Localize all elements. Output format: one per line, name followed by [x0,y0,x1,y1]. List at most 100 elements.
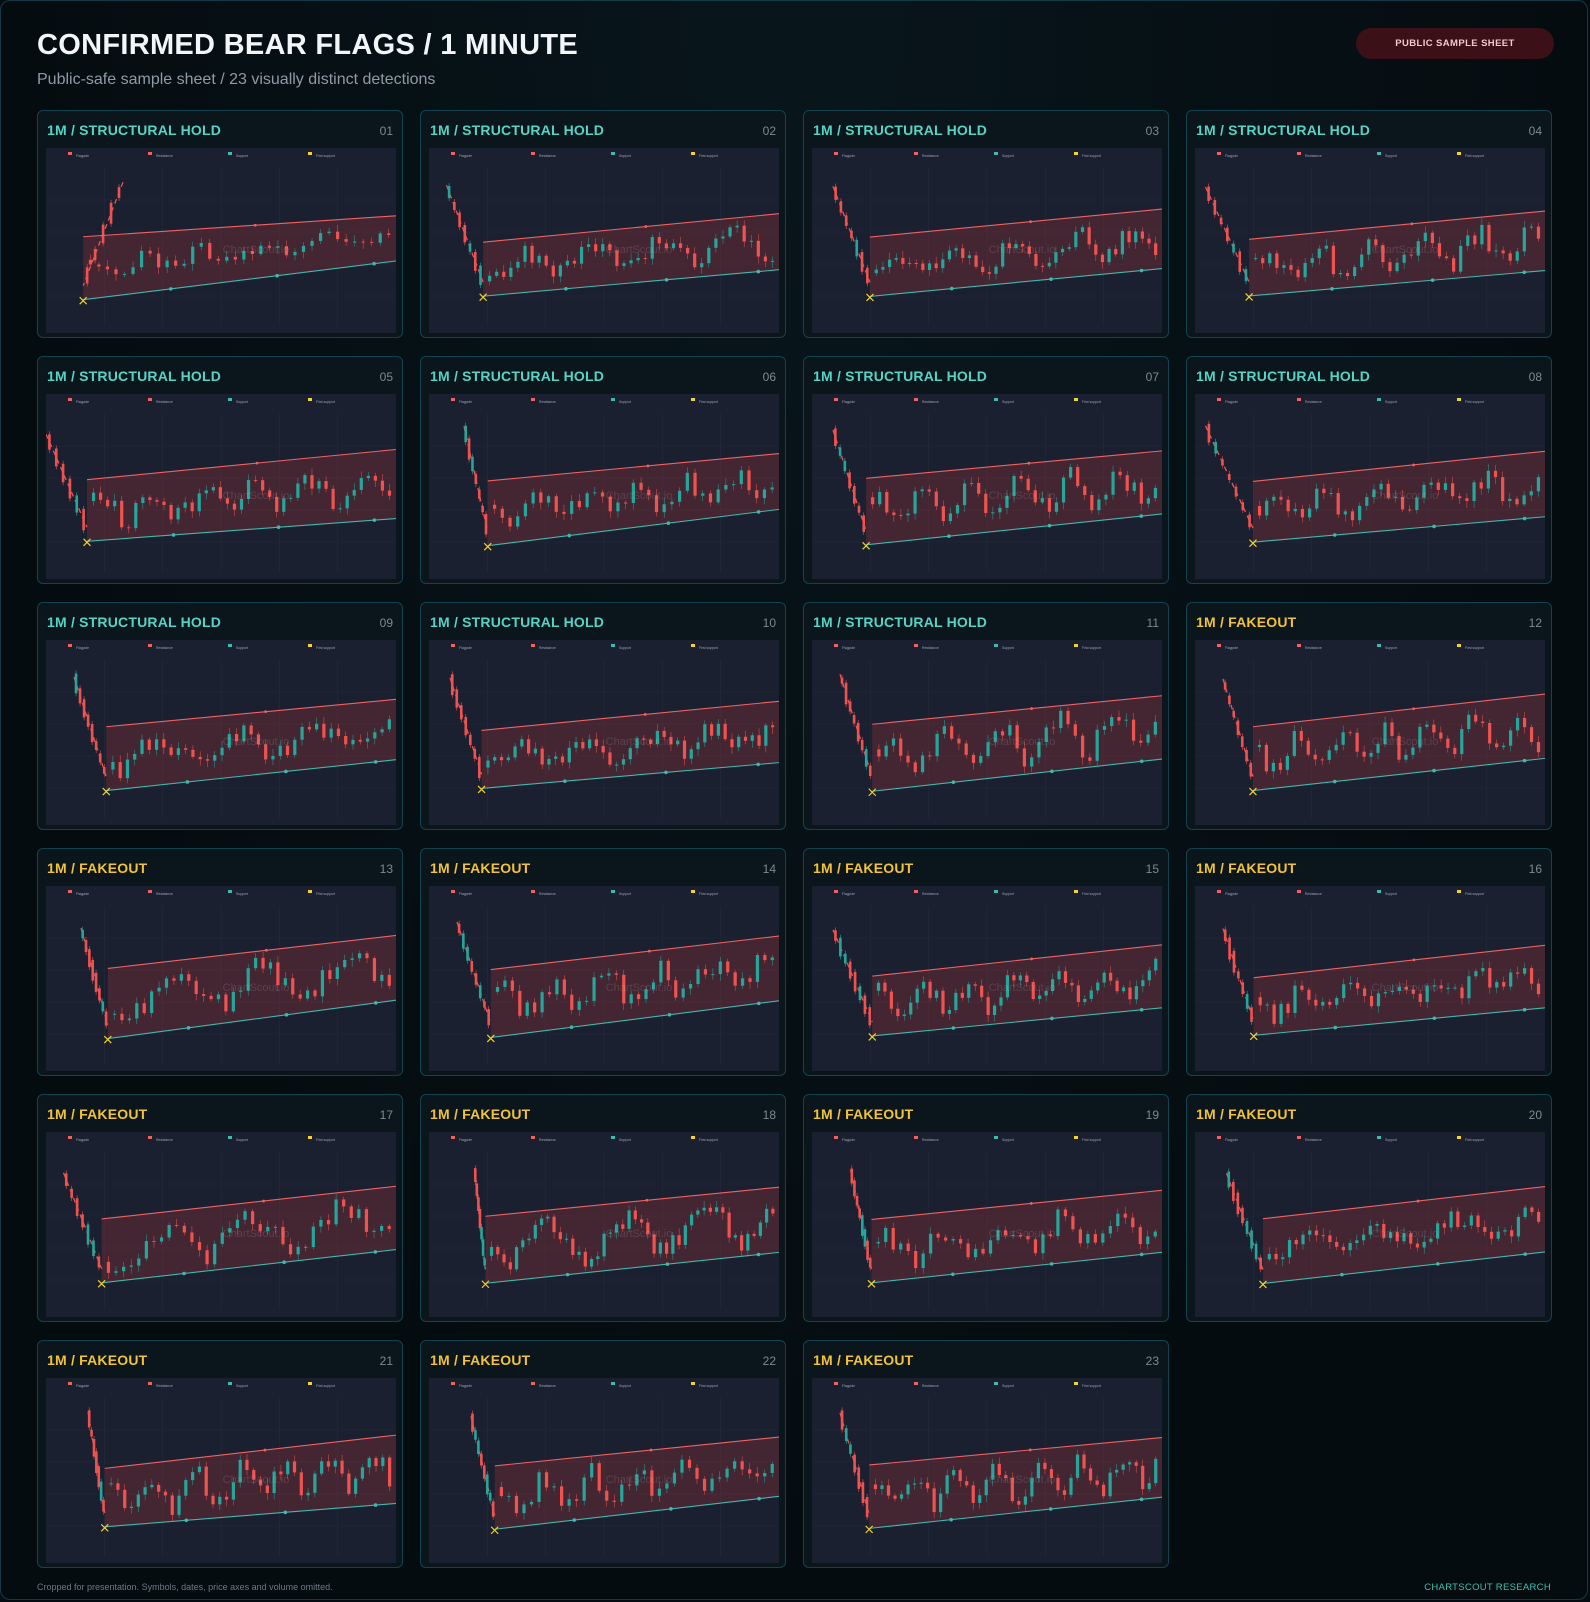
chart-card-number: 07 [1145,370,1159,384]
chart-card-16[interactable]: 1M / FAKEOUT 16 Flagpole Resistance Support F… [1186,848,1552,1076]
flag-candle [238,1459,242,1483]
flag-candle [622,263,626,266]
support-touch-point [1432,1016,1437,1021]
chart-card-02[interactable]: 1M / STRUCTURAL HOLD 02 Flagpole Resistance… [420,110,786,338]
flag-candle [125,759,130,779]
chart-card-13[interactable]: 1M / FAKEOUT 13 Flagpole Resistance Support F… [37,848,403,1076]
flag-candle [1341,732,1345,745]
flag-candle [914,1250,918,1269]
flag-candle [572,260,577,264]
chart-card-21[interactable]: 1M / FAKEOUT 21 Flagpole Resistance Support F… [37,1340,403,1568]
chart-card-06[interactable]: 1M / STRUCTURAL HOLD 06 Flagpole Resistance… [420,356,786,584]
support-line [106,759,396,792]
chart-card-08[interactable]: 1M / STRUCTURAL HOLD 08 Flagpole Resistance… [1186,356,1552,584]
flag-candle [608,496,612,512]
flag-candle [184,748,188,750]
flag-candle [1134,986,1139,1000]
support-touch-point [1523,1252,1528,1256]
flag-candle [1425,724,1429,727]
chart-card-09[interactable]: 1M / STRUCTURAL HOLD 09 Flagpole Resistance… [37,602,403,830]
chart-card-number: 21 [379,1354,393,1368]
flag-candle [1272,496,1276,501]
pole-candle [473,1168,477,1183]
chart-card-17[interactable]: 1M / FAKEOUT 17 Flagpole Resistance Support F… [37,1094,403,1322]
pole-candle [91,959,95,981]
flag-candle [1026,1236,1030,1240]
support-touch-point [1332,533,1337,537]
legend-label: Resistance [156,892,173,896]
flag-candle [1529,968,1534,984]
flag-candle [1395,262,1399,272]
legend-swatch [308,1136,312,1139]
flag-candle [123,1489,127,1509]
flag-candle [1510,1230,1514,1237]
flag-candle [693,472,697,496]
flag-candle [740,1235,744,1251]
flag-candle [234,734,239,742]
chart-card-23[interactable]: 1M / FAKEOUT 23 Flagpole Resistance Support F… [803,1340,1169,1568]
legend-swatch [691,890,695,893]
resistance-line [1252,693,1545,728]
flag-candle [198,756,202,760]
bear-flag-chart: Flagpole Resistance Support First supportCh… [812,148,1162,333]
bear-flag-chart: Flagpole Resistance Support First supportCh… [429,148,779,333]
flag-candle [891,1227,895,1250]
support-touch-point [1139,268,1144,273]
pole-candle [862,515,866,532]
flag-candle [1481,968,1485,972]
chart-card-12[interactable]: 1M / FAKEOUT 12 Flagpole Resistance Support F… [1186,602,1552,830]
flag-channel-fill [107,935,396,1039]
flag-candle [518,990,522,1016]
flag-candle [499,1487,504,1497]
pole-candle [1238,251,1242,272]
flag-candle [1044,990,1048,996]
first-support-marker [481,1280,490,1289]
chart-card-04[interactable]: 1M / STRUCTURAL HOLD 04 Flagpole Resistance… [1186,110,1552,338]
chart-card-11[interactable]: 1M / STRUCTURAL HOLD 11 Flagpole Resistance… [803,602,1169,830]
chart-card-10[interactable]: 1M / STRUCTURAL HOLD 10 Flagpole Resistance… [420,602,786,830]
support-touch-point [373,1250,378,1254]
flag-candle [936,1233,940,1238]
flag-candle [1300,508,1305,518]
flag-candle [1501,477,1505,502]
flag-candle [499,757,504,761]
chart-card-20[interactable]: 1M / FAKEOUT 20 Flagpole Resistance Support F… [1186,1094,1552,1322]
chart-card-15[interactable]: 1M / FAKEOUT 15 Flagpole Resistance Support F… [803,848,1169,1076]
pole-candle [1250,1007,1253,1022]
chart-card-22[interactable]: 1M / FAKEOUT 22 Flagpole Resistance Support F… [420,1340,786,1568]
chart-card-01[interactable]: 1M / STRUCTURAL HOLD 01 Flagpole Resistance… [37,110,403,338]
flag-candle [1432,985,1436,987]
chart-card-18[interactable]: 1M / FAKEOUT 18 Flagpole Resistance Support F… [420,1094,786,1322]
chart-card-label: 1M / STRUCTURAL HOLD [47,122,222,138]
flag-candle [167,1224,171,1238]
chart-card-label: 1M / STRUCTURAL HOLD [813,614,988,630]
flag-candle [1356,982,1360,989]
pole-candle [102,767,106,774]
chart-card-07[interactable]: 1M / STRUCTURAL HOLD 07 Flagpole Resistance… [803,356,1169,584]
legend-swatch [834,1382,838,1385]
flag-candle [315,723,319,730]
support-touch-point [669,1507,673,1511]
legend-label: Flagpole [76,400,89,404]
flag-candle [1411,989,1415,994]
flag-candle [1404,754,1408,760]
flag-candle [552,1216,556,1233]
pole-candle [868,1007,872,1026]
bear-flag-chart: Flagpole Resistance Support First supportCh… [429,394,779,579]
flag-candle [670,501,674,505]
chart-card-03[interactable]: 1M / STRUCTURAL HOLD 03 Flagpole Resistance… [803,110,1169,338]
flag-candle [514,1247,519,1270]
flag-candle [628,748,632,760]
chart-card-number: 16 [1528,862,1542,876]
chart-card-19[interactable]: 1M / FAKEOUT 19 Flagpole Resistance Support F… [803,1094,1169,1322]
flag-candle [703,969,708,975]
chart-card-05[interactable]: 1M / STRUCTURAL HOLD 05 Flagpole Resistance… [37,356,403,584]
flag-candle [577,1251,581,1255]
flag-candle [714,238,718,248]
credit-link[interactable]: CHARTSCOUT RESEARCH [1424,1582,1551,1593]
pole-candle [848,701,852,712]
legend-swatch [1217,398,1221,401]
flag-candle [336,728,341,736]
chart-card-14[interactable]: 1M / FAKEOUT 14 Flagpole Resistance Support F… [420,848,786,1076]
flag-candle [915,988,919,1003]
